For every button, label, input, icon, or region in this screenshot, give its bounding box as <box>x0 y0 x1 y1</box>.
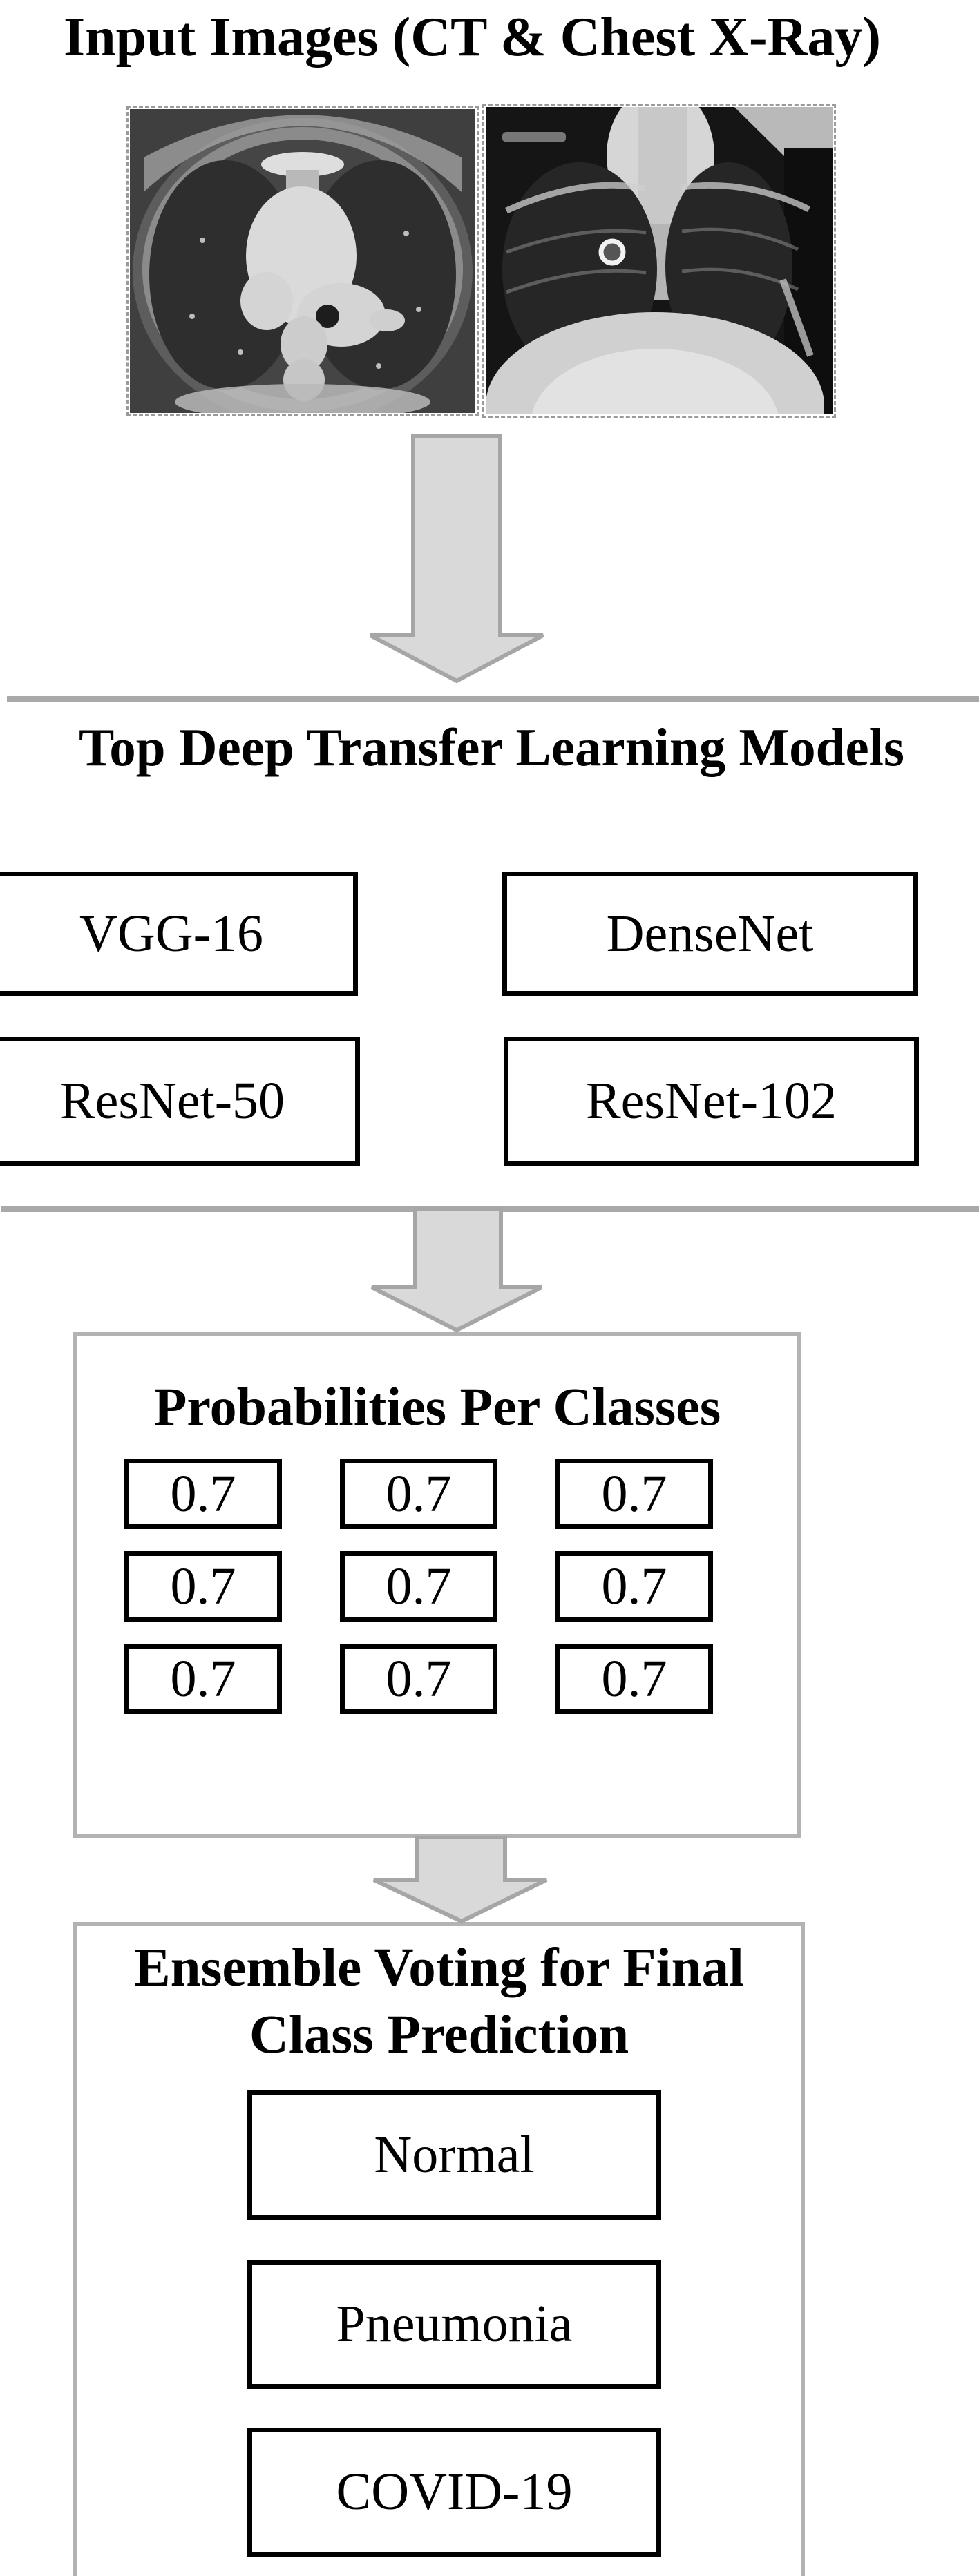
probability-value: 0.7 <box>386 1465 452 1523</box>
section-divider <box>7 696 979 702</box>
probability-cell: 0.7 <box>124 1644 282 1714</box>
model-label: ResNet-102 <box>585 1072 837 1130</box>
implant-ring-marker <box>598 238 626 266</box>
probability-cell: 0.7 <box>340 1459 497 1529</box>
ensemble-title-line1: Ensemble Voting for Final <box>133 1938 745 1998</box>
page-title: Input Images (CT & Chest X-Ray) <box>64 7 882 68</box>
probability-cell: 0.7 <box>555 1551 713 1622</box>
class-label: COVID-19 <box>336 2463 573 2521</box>
class-box-covid19: COVID-19 <box>247 2428 661 2557</box>
class-box-pneumonia: Pneumonia <box>247 2260 661 2389</box>
probability-cell: 0.7 <box>555 1459 713 1529</box>
probability-cell: 0.7 <box>340 1644 497 1714</box>
probability-cell: 0.7 <box>340 1551 497 1622</box>
model-box-resnet102: ResNet-102 <box>504 1037 919 1166</box>
models-section-title: Top Deep Transfer Learning Models <box>79 718 905 777</box>
probabilities-title: Probabilities Per Classes <box>153 1376 721 1436</box>
ensemble-title-line2: Class Prediction <box>249 2005 629 2066</box>
chest-xray-image <box>482 104 836 418</box>
model-label: DenseNet <box>606 904 814 963</box>
class-box-normal: Normal <box>247 2090 661 2220</box>
model-box-vgg16: VGG-16 <box>0 872 358 996</box>
model-label: ResNet-50 <box>59 1072 285 1130</box>
class-label: Normal <box>374 2126 535 2184</box>
probabilities-panel: Probabilities Per Classes 0.7 0.7 0.7 0.… <box>73 1332 801 1838</box>
probability-value: 0.7 <box>386 1557 452 1615</box>
ct-scan-illustration <box>130 109 475 413</box>
probability-value: 0.7 <box>170 1465 236 1523</box>
chest-xray-illustration <box>486 107 833 414</box>
ensemble-panel: Ensemble Voting for Final Class Predicti… <box>73 1922 805 2576</box>
probability-value: 0.7 <box>601 1465 667 1523</box>
down-arrow-icon <box>372 1836 548 1924</box>
probability-value: 0.7 <box>170 1650 236 1708</box>
down-arrow-icon <box>369 434 544 684</box>
probability-value: 0.7 <box>601 1650 667 1708</box>
probability-value: 0.7 <box>386 1650 452 1708</box>
probability-cell: 0.7 <box>124 1459 282 1529</box>
model-box-resnet50: ResNet-50 <box>0 1037 360 1166</box>
class-label: Pneumonia <box>336 2295 573 2353</box>
probability-cell: 0.7 <box>555 1644 713 1714</box>
ensemble-title: Ensemble Voting for Final Class Predicti… <box>77 1934 801 2068</box>
probability-value: 0.7 <box>170 1557 236 1615</box>
model-box-densenet: DenseNet <box>502 872 918 996</box>
probability-cell: 0.7 <box>124 1551 282 1622</box>
ct-scan-image <box>126 106 479 416</box>
model-label: VGG-16 <box>79 904 263 963</box>
down-arrow-icon <box>370 1207 543 1333</box>
probability-value: 0.7 <box>601 1557 667 1615</box>
